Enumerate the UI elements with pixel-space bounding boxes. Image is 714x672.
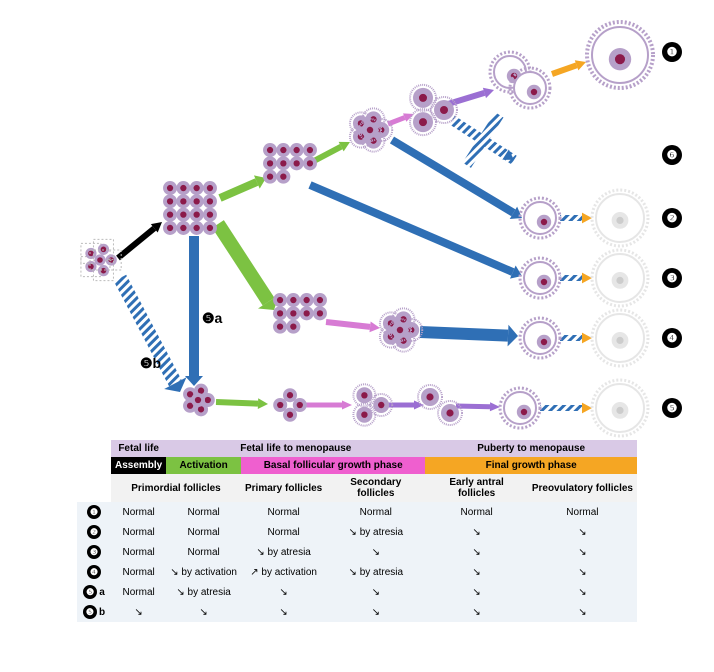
data-cell: Normal: [425, 502, 527, 522]
phase-cell: Fetal life: [111, 440, 166, 457]
subheader-cell: Primary follicles: [241, 474, 326, 502]
path-badge-6: ❻: [662, 145, 682, 165]
data-cell: ↘: [425, 602, 527, 622]
table-row: ❸NormalNormal↘ by atresia↘↘↘: [77, 542, 637, 562]
data-cell: ↘: [528, 562, 637, 582]
data-cell: Normal: [111, 582, 166, 602]
subheader-cell: Secondary follicles: [326, 474, 425, 502]
path-badge-2: ❷: [662, 208, 682, 228]
data-cell: Normal: [111, 542, 166, 562]
header-cell: Final growth phase: [425, 457, 637, 474]
data-cell: ↘ by atresia: [326, 522, 425, 542]
data-cell: Normal: [111, 562, 166, 582]
data-cell: Normal: [111, 522, 166, 542]
subheader-cell: Primordial follicles: [111, 474, 241, 502]
header-cell: Basal follicular growth phase: [241, 457, 425, 474]
data-cell: ↘: [425, 542, 527, 562]
data-cell: Normal: [528, 502, 637, 522]
path-badge-1: ❶: [662, 42, 682, 62]
data-cell: ↘: [241, 602, 326, 622]
data-cell: Normal: [241, 502, 326, 522]
data-cell: ↘: [326, 542, 425, 562]
data-cell: Normal: [111, 502, 166, 522]
data-cell: ↘: [425, 582, 527, 602]
path-badge-3: ❸: [662, 268, 682, 288]
path-label: ❺b: [140, 355, 161, 372]
data-cell: ↘: [528, 542, 637, 562]
data-cell: ↘: [425, 522, 527, 542]
data-cell: Normal: [326, 502, 425, 522]
table-row: ❶NormalNormalNormalNormalNormalNormal: [77, 502, 637, 522]
header-cell: Activation: [166, 457, 241, 474]
phase-cell: Puberty to menopause: [425, 440, 637, 457]
data-cell: ↘ by atresia: [326, 562, 425, 582]
data-cell: ↘: [111, 602, 166, 622]
data-cell: Normal: [241, 522, 326, 542]
data-cell: ↘ by activation: [166, 562, 241, 582]
data-cell: ↘: [241, 582, 326, 602]
data-cell: ↘: [326, 602, 425, 622]
table-row: ❷NormalNormalNormal↘ by atresia↘↘: [77, 522, 637, 542]
path-label: ❺a: [202, 310, 222, 327]
data-cell: Normal: [166, 542, 241, 562]
table-row: ❺b↘↘↘↘↘↘: [77, 602, 637, 622]
summary-table: Fetal lifeFetal life to menopausePuberty…: [77, 440, 637, 622]
header-cell: Assembly: [111, 457, 166, 474]
data-cell: ↘ by atresia: [241, 542, 326, 562]
path-badge-4: ❹: [662, 328, 682, 348]
data-cell: ↘: [166, 602, 241, 622]
data-cell: ↘: [425, 562, 527, 582]
phase-cell: Fetal life to menopause: [166, 440, 425, 457]
data-cell: ↘ by atresia: [166, 582, 241, 602]
subheader-cell: Preovulatory follicles: [528, 474, 637, 502]
data-cell: ↘: [326, 582, 425, 602]
data-cell: ↘: [528, 582, 637, 602]
path-badge-5: ❺: [662, 398, 682, 418]
data-cell: ↘: [528, 522, 637, 542]
table-row: ❺aNormal↘ by atresia↘↘↘↘: [77, 582, 637, 602]
table-row: ❹Normal↘ by activation↗ by activation↘ b…: [77, 562, 637, 582]
subheader-cell: Early antral follicles: [425, 474, 527, 502]
data-cell: ↘: [528, 602, 637, 622]
data-cell: Normal: [166, 502, 241, 522]
data-cell: Normal: [166, 522, 241, 542]
data-cell: ↗ by activation: [241, 562, 326, 582]
